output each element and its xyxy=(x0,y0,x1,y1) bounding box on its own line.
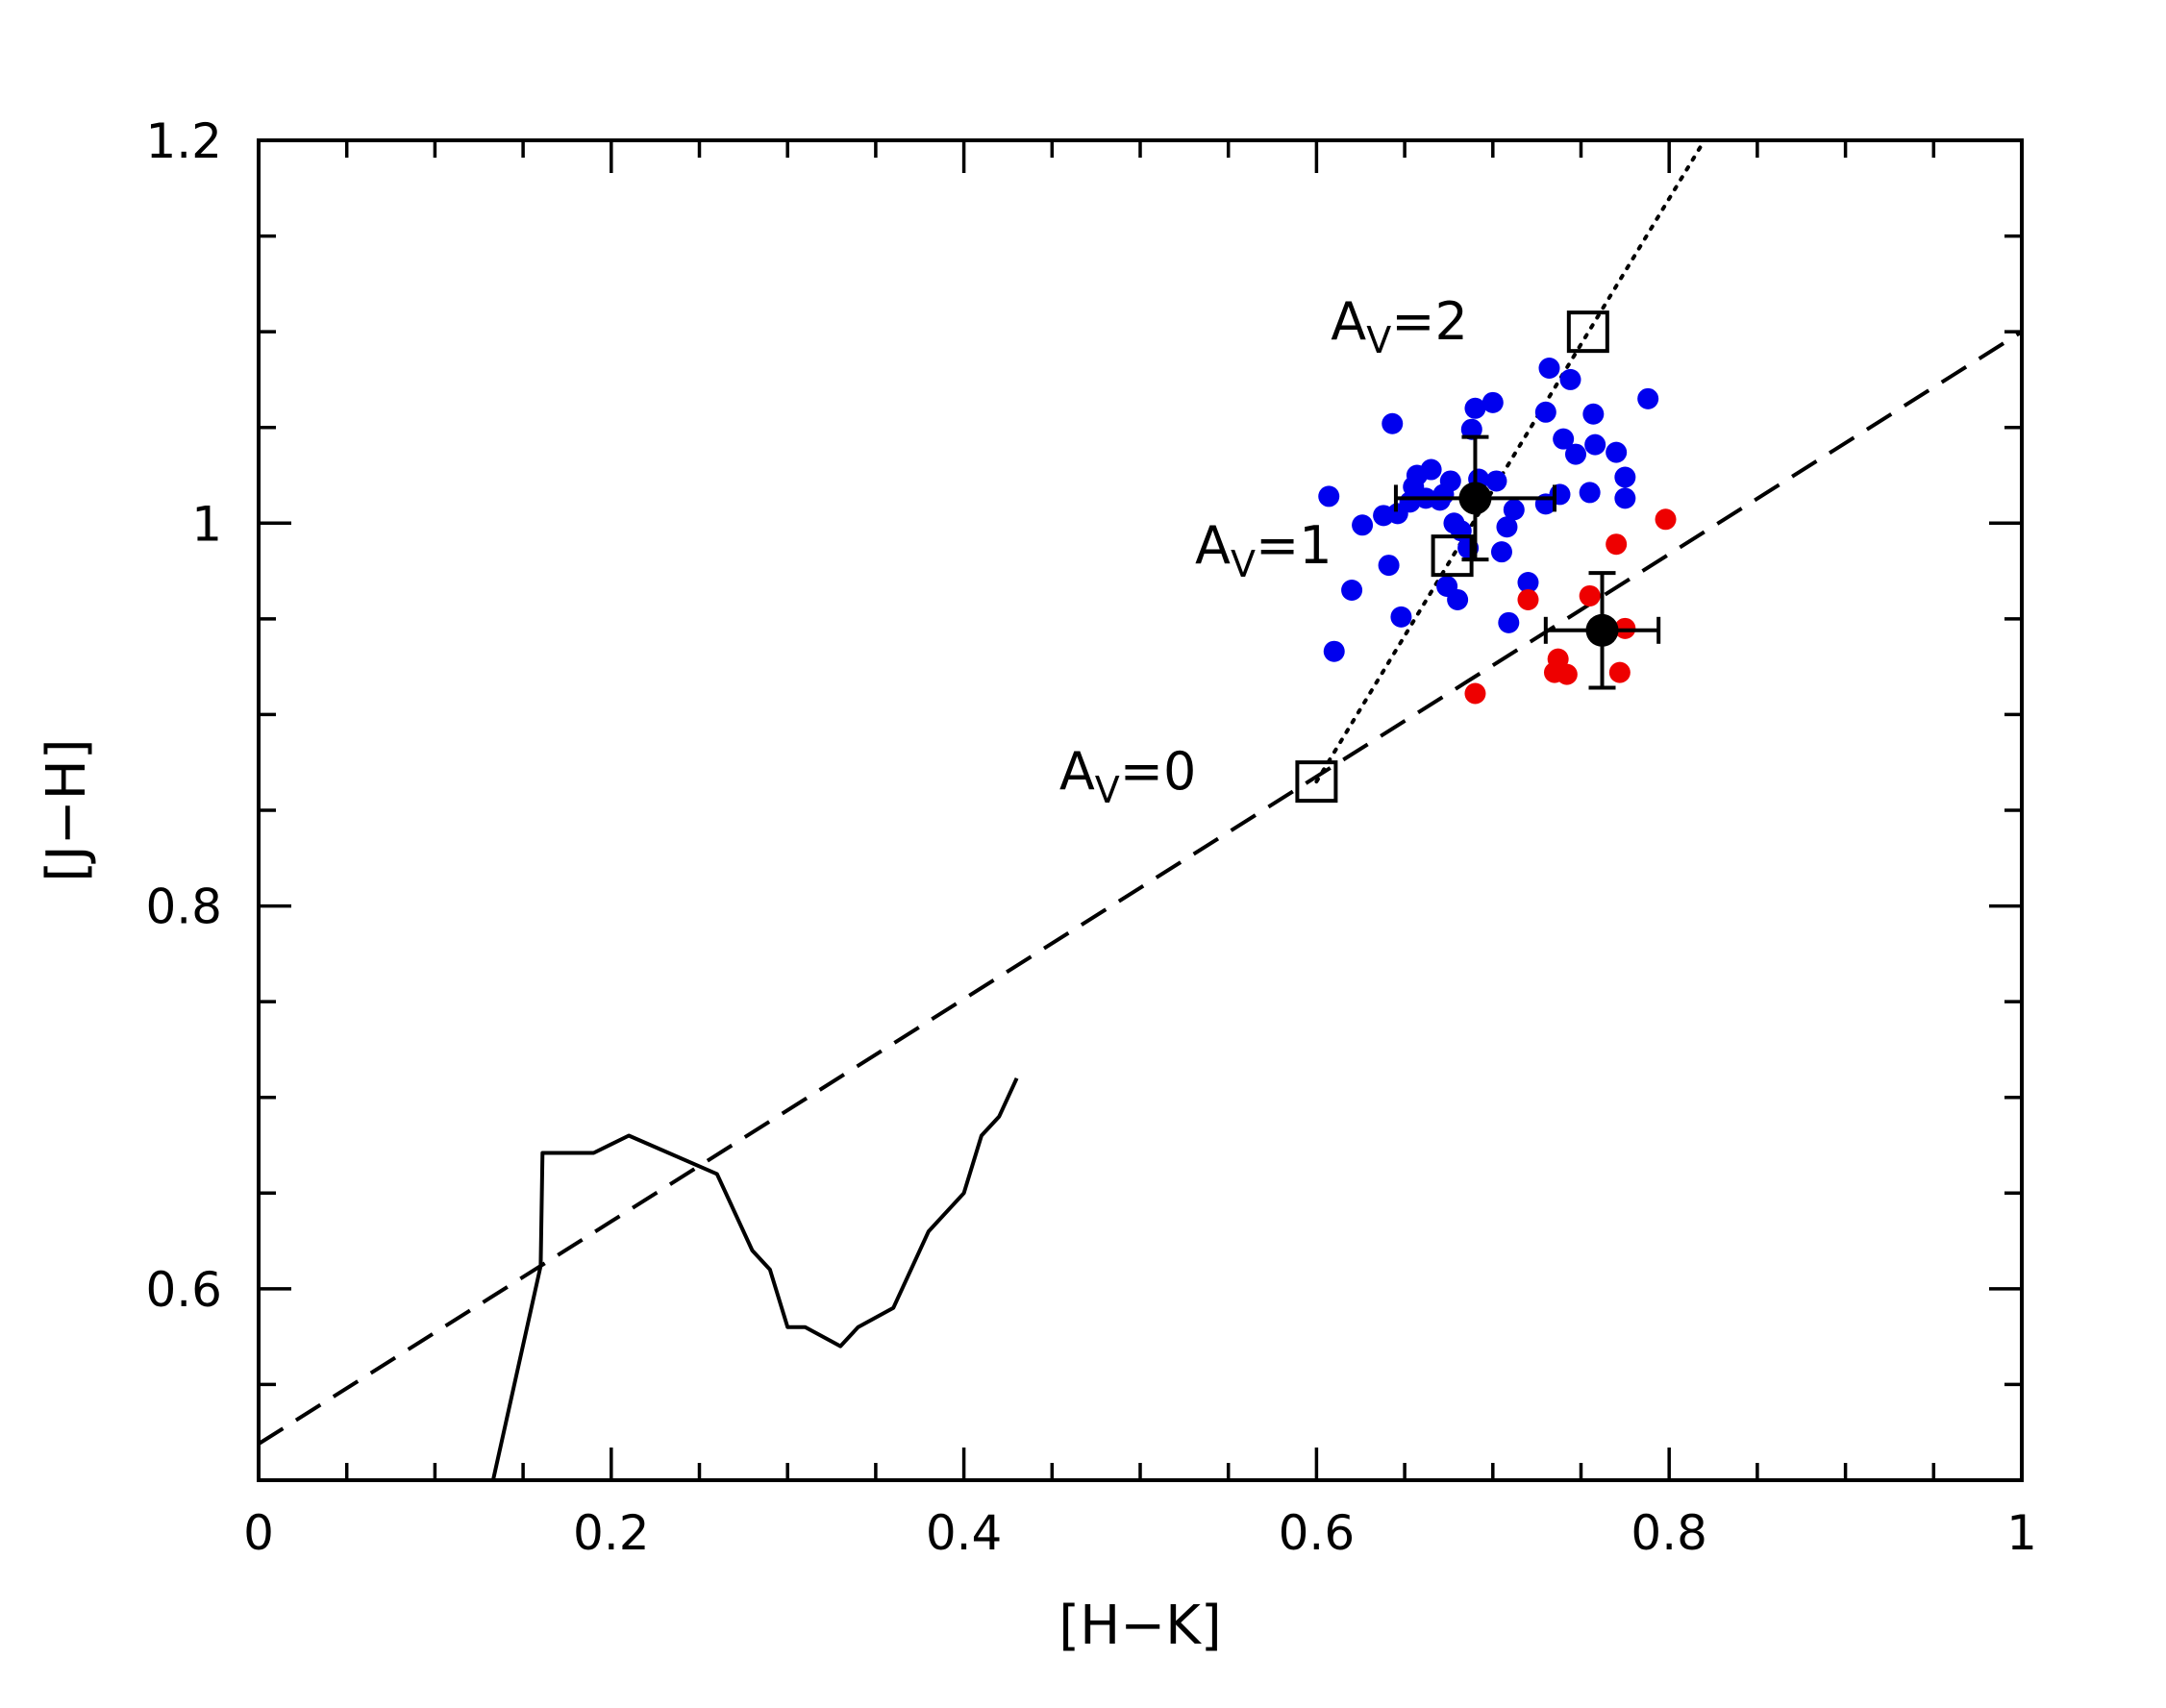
dotted-line xyxy=(1314,140,1706,784)
blue-point xyxy=(1382,412,1404,434)
blue-point xyxy=(1553,428,1575,450)
blue-point xyxy=(1614,487,1636,509)
blue-point xyxy=(1439,470,1461,492)
blue-point xyxy=(1606,441,1628,463)
reddening-marker xyxy=(1431,534,1474,578)
blue-point xyxy=(1579,482,1601,504)
y-axis-title: [J−H] xyxy=(36,738,98,881)
x-tick-label: 0.8 xyxy=(1631,1505,1707,1561)
blue-point xyxy=(1464,397,1486,419)
blue-point xyxy=(1323,640,1345,662)
red-point xyxy=(1579,584,1601,606)
red-point xyxy=(1606,533,1628,556)
y-tick-label: 1.2 xyxy=(145,113,222,169)
reddening-label: AV=1 xyxy=(1195,515,1332,585)
reddening-label: AV=2 xyxy=(1331,291,1468,361)
blue-point xyxy=(1614,466,1636,488)
red-point xyxy=(1547,648,1569,670)
reddening-marker xyxy=(1566,310,1609,354)
x-tick-label: 0.4 xyxy=(926,1505,1003,1561)
mean-marker xyxy=(1458,482,1492,515)
red-point xyxy=(1556,663,1578,685)
blue-point xyxy=(1481,391,1504,413)
mean-point xyxy=(1393,434,1556,562)
red-point xyxy=(1517,588,1539,610)
mean-point xyxy=(1543,571,1661,690)
blue-point xyxy=(1564,443,1586,465)
dashed-line xyxy=(259,330,2022,1446)
blue-point xyxy=(1390,606,1412,628)
blue-point xyxy=(1490,541,1512,563)
blue-point xyxy=(1420,458,1442,481)
x-tick-label: 0.2 xyxy=(573,1505,650,1561)
x-tick-label: 0.6 xyxy=(1279,1505,1356,1561)
y-tick-label: 0.6 xyxy=(145,1262,222,1318)
reddening-marker xyxy=(1295,760,1338,804)
x-tick-label: 1 xyxy=(2006,1505,2037,1561)
solid-curve xyxy=(490,1077,1019,1480)
red-point xyxy=(1608,661,1631,683)
blue-point xyxy=(1352,514,1374,536)
blue-point xyxy=(1559,368,1581,390)
blue-point xyxy=(1549,483,1571,506)
blue-point xyxy=(1637,387,1659,409)
x-axis-title: [H−K] xyxy=(1058,1595,1221,1657)
blue-point xyxy=(1582,403,1605,425)
y-tick-label: 1 xyxy=(191,496,222,552)
red-point xyxy=(1655,508,1677,531)
blue-point xyxy=(1534,401,1556,423)
blue-point xyxy=(1341,579,1363,601)
red-point xyxy=(1464,682,1486,705)
blue-point xyxy=(1318,485,1340,507)
blue-point xyxy=(1503,499,1525,521)
blue-point xyxy=(1538,357,1560,379)
y-tick-label: 0.8 xyxy=(145,879,222,935)
blue-point xyxy=(1517,572,1539,594)
blue-point xyxy=(1496,516,1518,538)
mean-marker xyxy=(1585,613,1619,647)
blue-point xyxy=(1447,588,1469,610)
blue-point xyxy=(1498,611,1520,633)
blue-point xyxy=(1485,470,1507,492)
blue-point xyxy=(1460,418,1482,440)
blue-point xyxy=(1584,433,1606,456)
x-tick-label: 0 xyxy=(243,1505,274,1561)
reddening-label: AV=0 xyxy=(1059,741,1197,811)
blue-point xyxy=(1378,555,1400,577)
